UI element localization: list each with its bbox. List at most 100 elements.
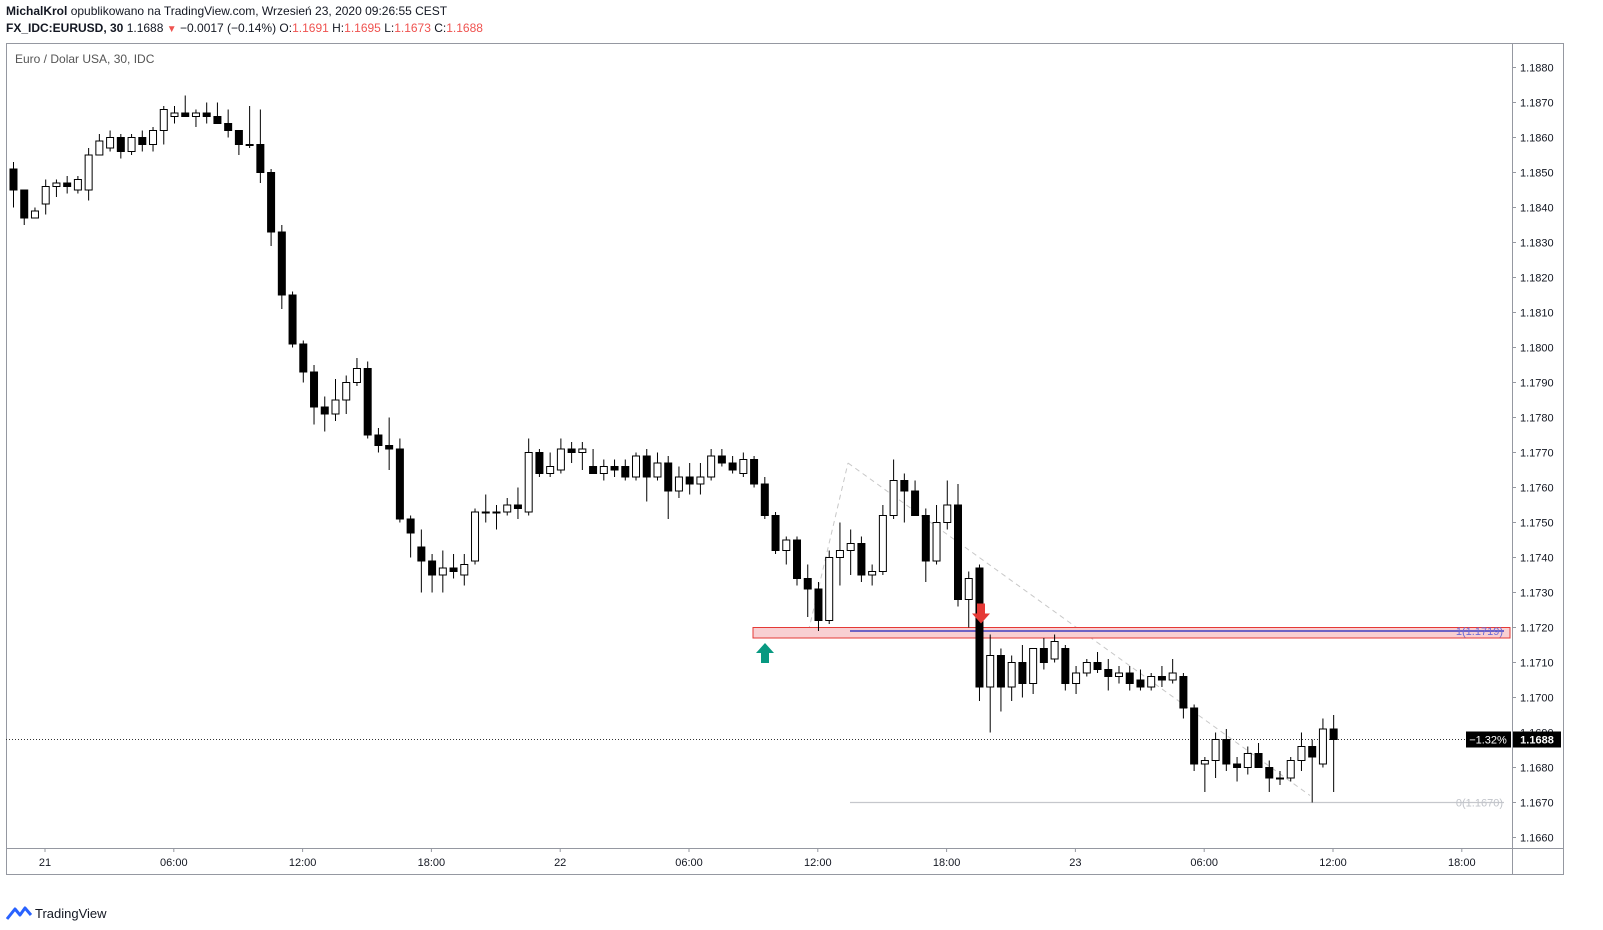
high-label: H: (332, 21, 345, 35)
open-label: O: (279, 21, 293, 35)
candle (793, 536, 802, 586)
candle (1018, 645, 1027, 698)
author-name[interactable]: MichalKrol (6, 4, 68, 18)
candle (170, 106, 179, 124)
candle (696, 463, 705, 495)
candle-body (395, 448, 404, 520)
candle-body (438, 567, 447, 576)
candle-body (1254, 753, 1263, 768)
candle (524, 438, 533, 516)
candle (159, 106, 168, 145)
candle (191, 109, 200, 127)
candle-body (52, 182, 61, 187)
candle-body (771, 515, 780, 551)
candle-body (1297, 746, 1306, 761)
candle (674, 466, 683, 498)
candle (352, 358, 361, 386)
candle (84, 148, 93, 201)
candle-body (224, 123, 233, 131)
candle-body (825, 557, 834, 621)
publish-info: MichalKrol opublikowano na TradingView.c… (6, 4, 447, 18)
candle (213, 102, 222, 124)
candle-body (535, 452, 544, 474)
candle-body (739, 459, 748, 474)
candle-body (417, 546, 426, 562)
price-tick-label: 1.1880 (1520, 63, 1554, 75)
candle (632, 452, 641, 481)
time-tick-label: 06:00 (675, 857, 703, 869)
time-tick-label: 18:00 (1448, 857, 1476, 869)
candle (707, 449, 716, 481)
candle-body (256, 144, 265, 173)
candle (803, 564, 812, 617)
candle (556, 438, 565, 474)
candle (449, 554, 458, 579)
candle-body (674, 476, 683, 492)
price-axis[interactable]: 1.16601.16701.16801.16901.17001.17101.17… (1512, 63, 1554, 845)
candle-body (1157, 676, 1166, 681)
price-tick-label: 1.1790 (1520, 378, 1554, 390)
candle-body (234, 130, 243, 145)
candle-body (1222, 739, 1231, 765)
candle-body (707, 455, 716, 478)
footer-brand[interactable]: TradingView (35, 905, 107, 921)
candle-body (1093, 662, 1102, 670)
price-tick-label: 1.1820 (1520, 273, 1554, 285)
price-tick-label: 1.1860 (1520, 133, 1554, 145)
candle (202, 102, 211, 124)
candle-body (868, 571, 877, 576)
time-axis[interactable]: 21 06:00 12:00 18:00 22 06:00 12:00 18:00 23 06:0… (39, 848, 1476, 869)
candle (149, 127, 158, 152)
candle (385, 417, 394, 470)
candle-body (1179, 676, 1188, 709)
symbol-ohlc-bar: FX_IDC:EURUSD, 30 1.1688 ▼ −0.0017 (−0.1… (6, 21, 483, 35)
candle (1104, 659, 1113, 691)
drawings-layer (6, 462, 1512, 804)
candle (299, 340, 308, 383)
candle-body (760, 483, 769, 516)
candle (395, 438, 404, 523)
candle (782, 536, 791, 565)
candle (599, 459, 608, 481)
candle-body (30, 210, 39, 219)
candle-body (1061, 648, 1070, 684)
candle (127, 134, 136, 155)
candle (342, 375, 351, 414)
candle (320, 396, 329, 432)
candle (1318, 718, 1327, 768)
candle (986, 634, 995, 733)
candle (1093, 652, 1102, 673)
candle (1243, 746, 1252, 775)
candle-body (1125, 672, 1134, 684)
candle (181, 95, 190, 117)
candle-body (374, 434, 383, 446)
symbol-label: FX_IDC:EURUSD, 30 (6, 21, 124, 35)
candle (728, 456, 737, 474)
candle (1211, 732, 1220, 778)
candle-body (1050, 641, 1059, 660)
candle (503, 498, 512, 516)
chart-frame (6, 43, 1564, 875)
price-tick-label: 1.1810 (1520, 308, 1554, 320)
price-tick-label: 1.1710 (1520, 658, 1554, 670)
candle (653, 452, 662, 481)
candle-body (63, 182, 72, 187)
candle-body (41, 186, 50, 205)
candle (1039, 638, 1048, 670)
time-tick-label: 12:00 (804, 857, 832, 869)
fib-level-0-label: 0(1.1670) (1456, 798, 1503, 810)
candle-body (857, 543, 866, 576)
candle (277, 225, 286, 309)
candle-body (696, 476, 705, 485)
candle (234, 130, 243, 155)
candle (1200, 757, 1209, 792)
candle (846, 529, 855, 575)
candle-body (1147, 676, 1156, 688)
price-badge-label: 1.1688 (1520, 735, 1554, 747)
candle (20, 189, 29, 225)
candle-body (1190, 707, 1199, 765)
candle-body (471, 511, 480, 562)
candle (900, 473, 909, 523)
candle (1168, 659, 1177, 684)
